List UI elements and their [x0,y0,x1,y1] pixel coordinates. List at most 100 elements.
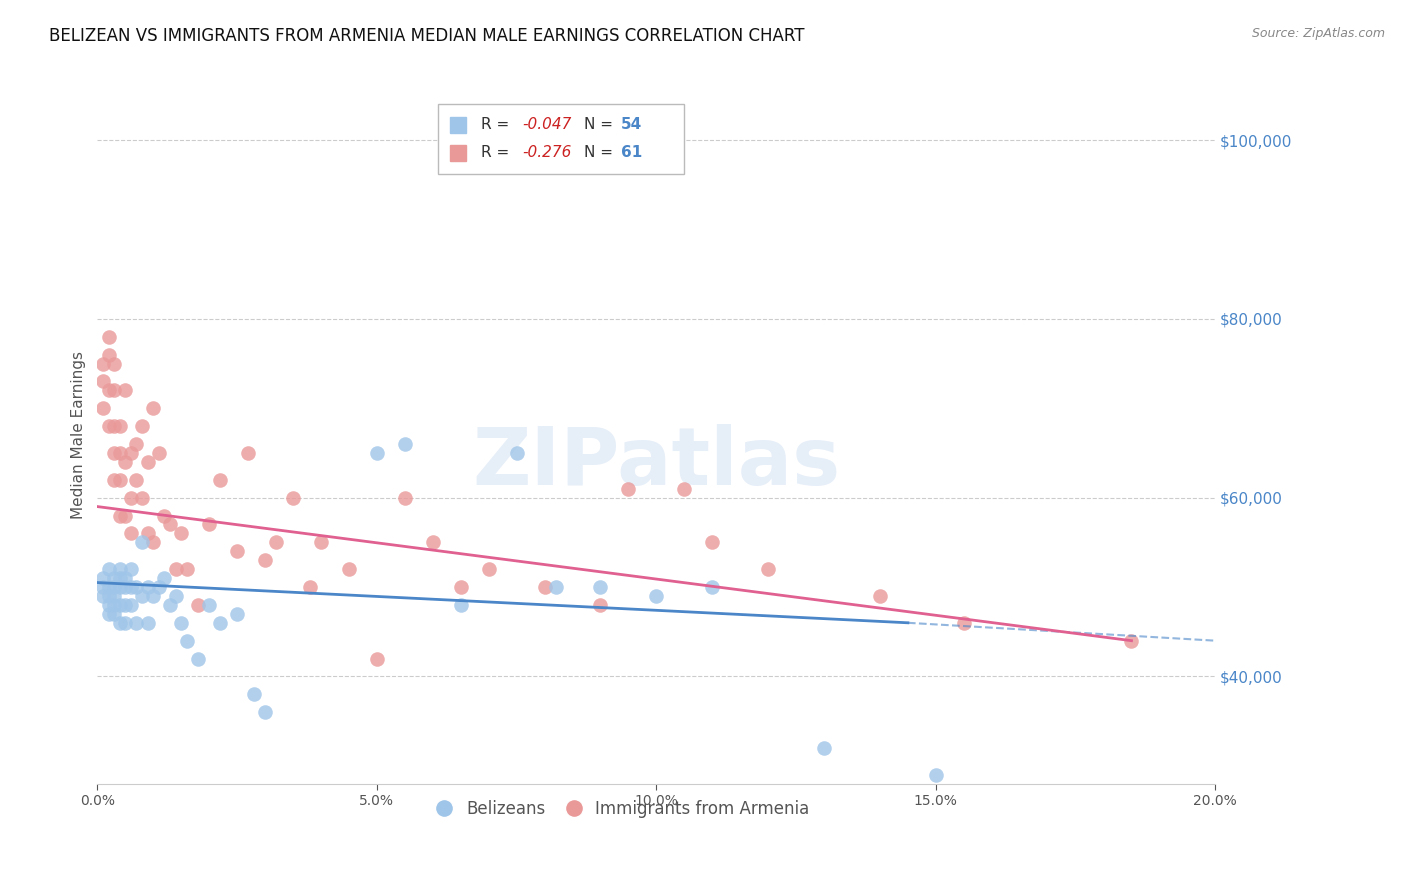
Point [131,535,153,549]
Point [103,357,125,371]
Point [165,562,187,576]
FancyBboxPatch shape [439,103,685,174]
Point [91,589,114,603]
Point [170,526,193,541]
Point [108,562,131,576]
Point [142,589,165,603]
Point [254,705,277,719]
Point [108,571,131,585]
Legend: Belizeans, Immigrants from Armenia: Belizeans, Immigrants from Armenia [429,793,817,824]
Point [103,580,125,594]
Point [91,580,114,594]
Point [281,491,304,505]
Y-axis label: Median Male Earnings: Median Male Earnings [72,351,86,519]
Point [394,491,416,505]
Point [97,589,120,603]
Point [114,508,136,523]
Text: -0.276: -0.276 [522,145,572,160]
Point [673,482,696,496]
Point [209,615,232,630]
Point [187,651,209,665]
Point [108,598,131,612]
Point [103,384,125,398]
Point [103,571,125,585]
Point [131,419,153,434]
Point [136,526,159,541]
Point [366,446,388,460]
Point [176,633,198,648]
Point [702,580,724,594]
Text: R =: R = [481,117,515,132]
Point [925,768,948,782]
Point [243,687,266,701]
Point [148,580,170,594]
Text: -0.047: -0.047 [522,117,572,132]
Point [187,598,209,612]
Point [114,580,136,594]
Point [120,598,142,612]
Point [114,571,136,585]
Point [533,580,555,594]
Point [589,580,612,594]
Point [298,580,321,594]
Point [394,437,416,451]
Text: 54: 54 [620,117,641,132]
Point [226,544,249,558]
Point [91,357,114,371]
Text: 61: 61 [620,145,641,160]
Point [125,473,148,487]
Point [176,562,198,576]
Point [97,329,120,343]
Point [97,607,120,621]
Point [226,607,249,621]
Point [108,473,131,487]
Point [131,589,153,603]
Point [337,562,360,576]
Point [103,598,125,612]
Point [103,589,125,603]
Point [589,598,612,612]
Point [125,580,148,594]
Point [1121,633,1143,648]
Point [103,473,125,487]
Point [148,446,170,460]
Point [450,580,472,594]
Point [108,508,131,523]
Point [159,598,181,612]
Point [97,598,120,612]
Point [505,446,527,460]
Point [114,455,136,469]
Point [952,615,974,630]
Text: ZIPatlas: ZIPatlas [472,424,841,502]
Point [103,419,125,434]
Text: BELIZEAN VS IMMIGRANTS FROM ARMENIA MEDIAN MALE EARNINGS CORRELATION CHART: BELIZEAN VS IMMIGRANTS FROM ARMENIA MEDI… [49,27,804,45]
Point [366,651,388,665]
Point [142,535,165,549]
Point [120,526,142,541]
Point [97,562,120,576]
Point [120,491,142,505]
Point [108,580,131,594]
Point [114,615,136,630]
Point [645,589,668,603]
Point [131,491,153,505]
Point [159,517,181,532]
Point [702,535,724,549]
Text: Source: ZipAtlas.com: Source: ZipAtlas.com [1251,27,1385,40]
Point [209,473,232,487]
Point [756,562,779,576]
Point [103,446,125,460]
Point [309,535,332,549]
Point [422,535,444,549]
Point [103,607,125,621]
Point [120,446,142,460]
Point [114,598,136,612]
Point [97,580,120,594]
Point [125,615,148,630]
Text: N =: N = [583,117,617,132]
Point [136,615,159,630]
Point [617,482,640,496]
Text: N =: N = [583,145,617,160]
Point [91,401,114,416]
Point [153,508,176,523]
